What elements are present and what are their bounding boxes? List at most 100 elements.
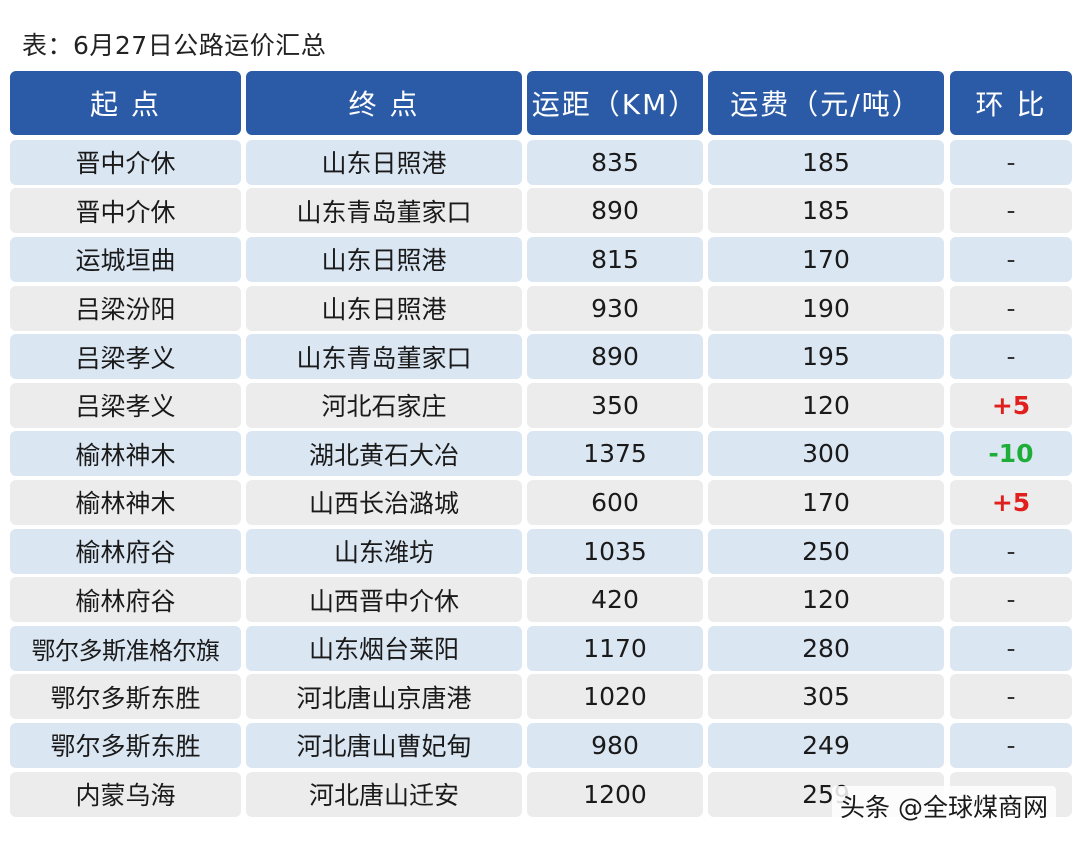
header-destination: 终 点: [246, 71, 522, 135]
change-value: -: [1006, 147, 1016, 177]
table-header-row: 起 点 终 点 运距（KM） 运费（元/吨） 环 比: [10, 71, 1072, 138]
cell-distance: 1170: [527, 625, 703, 671]
cell-change: -: [950, 577, 1072, 623]
cell-fee: 120: [708, 382, 944, 428]
change-value: +5: [991, 487, 1031, 517]
cell-origin: 晋中介休: [10, 188, 241, 234]
freight-rate-table: 起 点 终 点 运距（KM） 运费（元/吨） 环 比 晋中介休 山东日照港 835 1…: [10, 71, 1072, 818]
cell-destination: 河北唐山迁安: [246, 771, 522, 817]
cell-distance: 350: [527, 382, 703, 428]
cell-distance: 835: [527, 139, 703, 185]
cell-distance: 1375: [527, 431, 703, 477]
table-row: 吕梁汾阳 山东日照港 930 190 -: [10, 284, 1072, 333]
header-change: 环 比: [950, 71, 1072, 135]
cell-distance: 890: [527, 188, 703, 234]
table-row: 鄂尔多斯准格尔旗 山东烟台莱阳 1170 280 -: [10, 624, 1072, 673]
cell-change: -: [950, 285, 1072, 331]
change-value: -: [1006, 730, 1016, 760]
cell-change: -: [950, 674, 1072, 720]
cell-fee: 250: [708, 528, 944, 574]
cell-fee: 120: [708, 577, 944, 623]
cell-change: +5: [950, 382, 1072, 428]
cell-change: -10: [950, 431, 1072, 477]
change-value: +5: [991, 390, 1031, 420]
table-row: 榆林府谷 山西晋中介休 420 120 -: [10, 575, 1072, 624]
table-row: 榆林府谷 山东潍坊 1035 250 -: [10, 527, 1072, 576]
cell-destination: 山东潍坊: [246, 528, 522, 574]
cell-destination: 山东日照港: [246, 139, 522, 185]
cell-distance: 815: [527, 236, 703, 282]
change-value: -: [1006, 293, 1016, 323]
cell-change: -: [950, 528, 1072, 574]
cell-change: +5: [950, 479, 1072, 525]
cell-distance: 1035: [527, 528, 703, 574]
change-value: -: [1006, 342, 1016, 372]
table-caption: 表：6月27日公路运价汇总: [22, 31, 327, 60]
table-row: 吕梁孝义 山东青岛董家口 890 195 -: [10, 332, 1072, 381]
cell-origin: 吕梁孝义: [10, 334, 241, 380]
cell-destination: 山西长治潞城: [246, 479, 522, 525]
cell-origin: 吕梁孝义: [10, 382, 241, 428]
table-row: 运城垣曲 山东日照港 815 170 -: [10, 235, 1072, 284]
cell-fee: 305: [708, 674, 944, 720]
cell-distance: 1200: [527, 771, 703, 817]
cell-fee: 190: [708, 285, 944, 331]
cell-distance: 1020: [527, 674, 703, 720]
cell-distance: 420: [527, 577, 703, 623]
cell-change: -: [950, 188, 1072, 234]
cell-change: -: [950, 236, 1072, 282]
cell-origin: 吕梁汾阳: [10, 285, 241, 331]
cell-change: -: [950, 334, 1072, 380]
cell-fee: 170: [708, 479, 944, 525]
cell-destination: 河北唐山曹妃甸: [246, 722, 522, 768]
cell-distance: 890: [527, 334, 703, 380]
cell-origin: 鄂尔多斯准格尔旗: [10, 625, 241, 671]
change-value: -: [1006, 682, 1016, 712]
header-origin: 起 点: [10, 71, 241, 135]
cell-origin: 鄂尔多斯东胜: [10, 722, 241, 768]
table-row: 榆林神木 山西长治潞城 600 170 +5: [10, 478, 1072, 527]
cell-fee: 249: [708, 722, 944, 768]
cell-fee: 195: [708, 334, 944, 380]
cell-destination: 湖北黄石大冶: [246, 431, 522, 477]
cell-distance: 600: [527, 479, 703, 525]
table-row: 吕梁孝义 河北石家庄 350 120 +5: [10, 381, 1072, 430]
cell-destination: 河北唐山京唐港: [246, 674, 522, 720]
cell-fee: 300: [708, 431, 944, 477]
cell-destination: 山东烟台莱阳: [246, 625, 522, 671]
cell-fee: 170: [708, 236, 944, 282]
table-row: 榆林神木 湖北黄石大冶 1375 300 -10: [10, 430, 1072, 479]
table-body: 晋中介休 山东日照港 835 185- 晋中介休 山东青岛董家口 890 185- 运城垣曲 山东…: [10, 138, 1072, 818]
change-value: -: [1006, 196, 1016, 226]
header-fee: 运费（元/吨）: [708, 71, 944, 135]
cell-destination: 山东日照港: [246, 285, 522, 331]
cell-destination: 山西晋中介休: [246, 577, 522, 623]
header-distance: 运距（KM）: [527, 71, 703, 135]
change-value: -: [1006, 244, 1016, 274]
table-row: 晋中介休 山东青岛董家口 890 185 -: [10, 187, 1072, 236]
cell-destination: 河北石家庄: [246, 382, 522, 428]
cell-change: -: [950, 722, 1072, 768]
source-watermark: 头条 @全球煤商网: [832, 786, 1056, 828]
cell-change: -: [950, 625, 1072, 671]
cell-origin: 榆林神木: [10, 479, 241, 525]
cell-origin: 鄂尔多斯东胜: [10, 674, 241, 720]
cell-distance: 980: [527, 722, 703, 768]
change-value: -: [1006, 536, 1016, 566]
cell-origin: 晋中介休: [10, 139, 241, 185]
cell-change: -: [950, 139, 1072, 185]
cell-fee: 280: [708, 625, 944, 671]
cell-destination: 山东青岛董家口: [246, 188, 522, 234]
table-row: 晋中介休 山东日照港 835 185 -: [10, 138, 1072, 187]
cell-destination: 山东日照港: [246, 236, 522, 282]
cell-fee: 185: [708, 139, 944, 185]
cell-origin: 运城垣曲: [10, 236, 241, 282]
cell-origin: 榆林府谷: [10, 577, 241, 623]
cell-fee: 185: [708, 188, 944, 234]
cell-origin: 榆林神木: [10, 431, 241, 477]
change-value: -: [1006, 585, 1016, 615]
cell-origin: 内蒙乌海: [10, 771, 241, 817]
change-value: -: [1006, 633, 1016, 663]
change-value: -10: [988, 439, 1034, 469]
cell-destination: 山东青岛董家口: [246, 334, 522, 380]
